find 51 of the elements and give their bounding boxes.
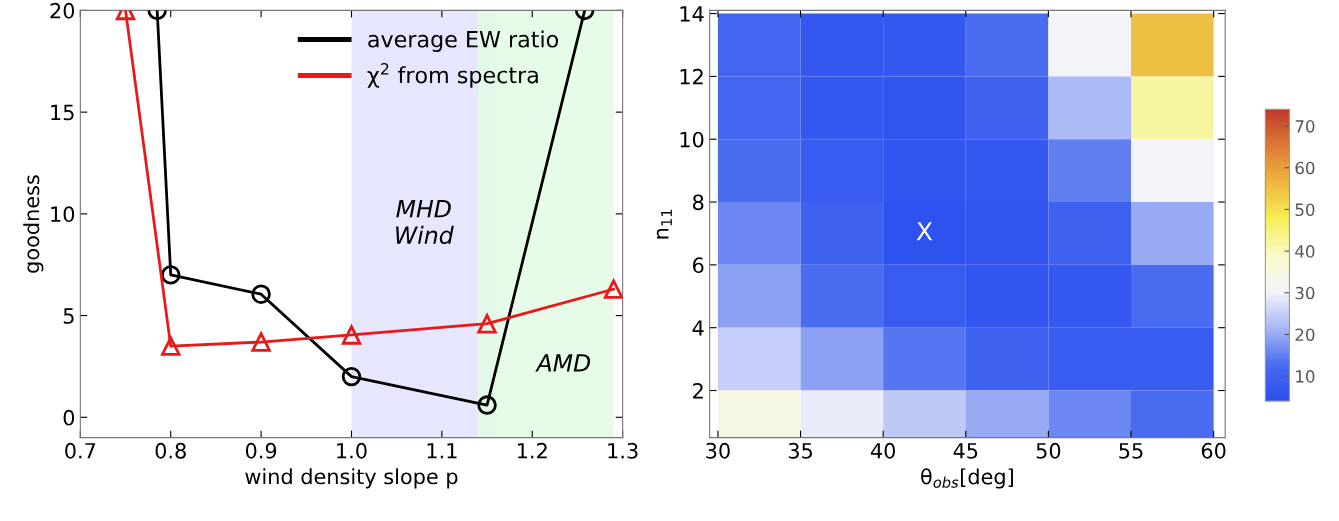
y-tick-label: 0 — [63, 409, 75, 426]
color-bar-label: 20 — [1295, 328, 1315, 342]
y-tick-label: 2 — [693, 382, 703, 399]
x-tick-label: 35 — [788, 442, 812, 459]
point — [477, 395, 497, 415]
color-bar-label: 60 — [1295, 161, 1315, 175]
y-tick-label: 10 — [680, 131, 704, 148]
y-tick-label: 6 — [693, 257, 704, 274]
y-axis-title: n$_{11}$ — [656, 209, 672, 239]
annotation: X — [916, 222, 933, 241]
y-tick-label: 15 — [51, 104, 74, 121]
x-tick-label: 1.3 — [608, 442, 638, 459]
point — [161, 336, 181, 356]
x-axis-title: θ$_{obs}$[deg] — [921, 468, 1013, 489]
band-label: AMD — [535, 354, 591, 372]
x-tick-label: 1.0 — [337, 442, 367, 459]
legend-label: average EW ratio — [368, 30, 559, 52]
y-axis-title: goodness — [23, 175, 44, 273]
color-bar-label: 10 — [1296, 370, 1315, 383]
point — [251, 284, 271, 304]
x-tick-label: 1.1 — [427, 443, 457, 459]
color-bar-label: 70 — [1295, 120, 1315, 133]
color-bar-label: 50 — [1295, 203, 1315, 217]
band-label: MHD Wind — [396, 200, 454, 245]
x-tick-label: 0.8 — [155, 442, 186, 459]
point — [251, 332, 271, 352]
legend-label: χ$^{2}$ from spectra — [367, 63, 538, 88]
point — [341, 325, 362, 345]
point — [477, 313, 497, 334]
point — [161, 265, 181, 285]
x-axis-title: wind density slope p — [245, 468, 458, 489]
x-tick-label: 40 — [870, 442, 896, 459]
y-tick-label: 12 — [680, 68, 703, 85]
x-tick-label: 50 — [1036, 442, 1061, 459]
y-tick-label: 4 — [692, 320, 704, 336]
x-tick-label: 60 — [1201, 442, 1226, 459]
y-tick-label: 5 — [63, 308, 74, 324]
x-tick-label: 55 — [1119, 443, 1143, 459]
y-tick-label: 20 — [50, 2, 75, 19]
y-tick-label: 8 — [692, 194, 704, 211]
point — [341, 366, 362, 387]
color-bar-label: 30 — [1295, 286, 1315, 300]
color-bar-label: 40 — [1295, 245, 1315, 258]
x-tick-label: 30 — [706, 442, 730, 459]
x-tick-label: 45 — [953, 443, 978, 459]
x-tick-label: 1.2 — [517, 442, 547, 459]
point — [603, 279, 623, 299]
y-tick-label: 10 — [51, 206, 75, 223]
x-tick-label: 0.9 — [245, 442, 277, 459]
x-tick-label: 0.7 — [65, 442, 96, 459]
y-tick-label: 14 — [680, 6, 704, 22]
